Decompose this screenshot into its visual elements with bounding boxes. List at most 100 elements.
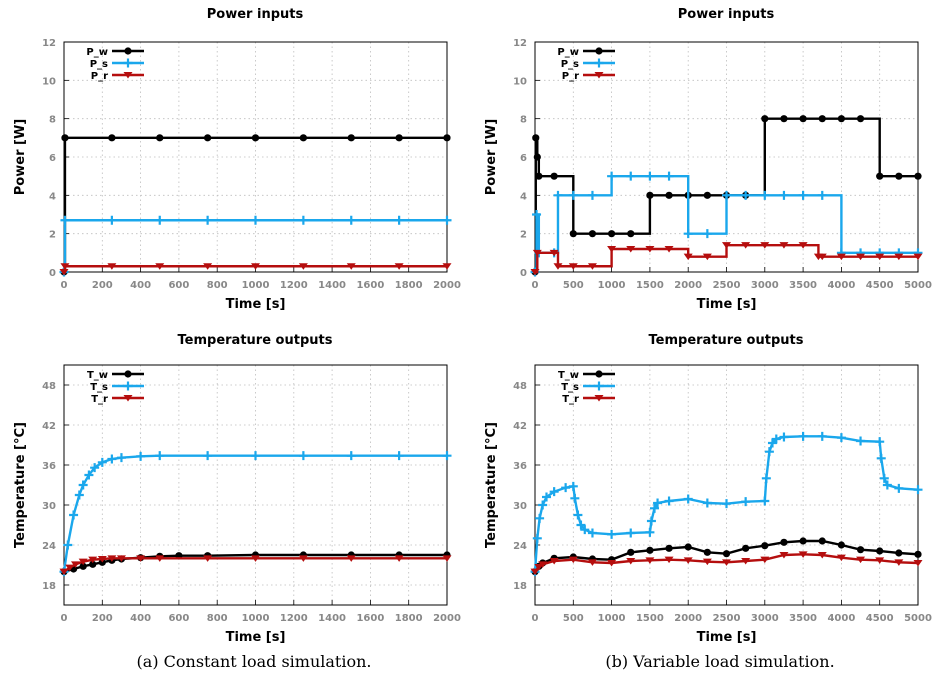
data-point bbox=[541, 492, 551, 502]
series-T_r bbox=[530, 551, 923, 576]
x-axis-label: Time [s] bbox=[697, 297, 757, 312]
data-point bbox=[61, 134, 69, 142]
data-point bbox=[70, 561, 80, 568]
data-point bbox=[798, 431, 808, 441]
y-tick-label: 12 bbox=[513, 38, 527, 49]
x-tick-label: 4500 bbox=[866, 613, 894, 624]
data-point bbox=[875, 437, 885, 447]
data-point bbox=[251, 215, 260, 225]
x-tick-label: 2000 bbox=[433, 280, 461, 291]
data-point bbox=[856, 546, 865, 554]
data-point bbox=[798, 242, 808, 249]
data-point bbox=[65, 564, 75, 572]
data-point bbox=[608, 230, 616, 238]
legend-marker bbox=[594, 58, 604, 68]
data-point bbox=[798, 551, 808, 558]
data-point bbox=[875, 557, 885, 564]
data-point bbox=[107, 555, 117, 562]
series-P_w bbox=[531, 115, 922, 276]
data-point bbox=[702, 498, 712, 508]
data-point bbox=[203, 555, 213, 562]
chart-a-temp: 0 200 400 600 800 1000 1200 1400 1600 1800 2000 18 2… bbox=[13, 333, 461, 645]
x-tick-label: 200 bbox=[92, 613, 113, 624]
data-point bbox=[761, 115, 769, 123]
legend-marker bbox=[594, 381, 604, 391]
chart-b-temp: 0 500 1000 1500 2000 2500 3000 3500 4000 4500 5000… bbox=[484, 333, 932, 645]
y-tick-label: 2 bbox=[520, 230, 527, 241]
data-point bbox=[741, 558, 751, 565]
data-point bbox=[561, 483, 571, 493]
y-tick-label: 10 bbox=[42, 76, 56, 87]
y-tick-label: 24 bbox=[42, 541, 56, 552]
x-tick-label: 5000 bbox=[904, 613, 932, 624]
data-point bbox=[913, 485, 923, 495]
x-tick-label: 1000 bbox=[598, 613, 626, 624]
data-point bbox=[818, 115, 826, 123]
y-tick-label: 2 bbox=[49, 230, 56, 241]
data-point bbox=[532, 249, 542, 257]
x-tick-label: 1800 bbox=[395, 280, 423, 291]
data-point bbox=[534, 564, 544, 571]
data-point bbox=[836, 253, 846, 261]
y-axis-label: Temperature [°C] bbox=[13, 422, 28, 548]
data-point bbox=[580, 525, 590, 535]
y-tick-label: 30 bbox=[513, 501, 527, 512]
x-tick-label: 1200 bbox=[280, 613, 308, 624]
series-line bbox=[63, 553, 447, 573]
y-tick-label: 42 bbox=[42, 421, 56, 432]
data-point bbox=[570, 493, 580, 503]
data-point bbox=[251, 555, 260, 562]
data-point bbox=[645, 527, 655, 537]
data-point bbox=[665, 191, 673, 199]
data-point bbox=[442, 451, 452, 461]
data-point bbox=[97, 457, 107, 467]
data-point bbox=[664, 556, 674, 564]
data-point bbox=[90, 463, 100, 473]
data-point bbox=[876, 453, 886, 463]
data-point bbox=[532, 210, 542, 219]
data-point bbox=[607, 560, 617, 567]
y-tick-label: 12 bbox=[42, 38, 56, 49]
data-point bbox=[535, 172, 543, 180]
data-point bbox=[116, 555, 126, 562]
legend-marker bbox=[594, 72, 604, 79]
data-point bbox=[817, 552, 827, 559]
y-axis-label: Temperature [°C] bbox=[484, 422, 499, 548]
x-tick-label: 400 bbox=[130, 613, 151, 624]
data-point bbox=[78, 480, 88, 490]
data-point bbox=[722, 242, 731, 249]
data-point bbox=[553, 190, 563, 200]
data-point bbox=[702, 229, 712, 239]
x-tick-label: 4000 bbox=[827, 280, 855, 291]
data-point bbox=[818, 537, 826, 545]
data-point bbox=[553, 263, 563, 270]
data-point bbox=[299, 134, 307, 142]
data-point bbox=[74, 490, 84, 500]
data-point bbox=[876, 547, 884, 555]
data-point bbox=[587, 528, 597, 538]
legend-label: P_s bbox=[561, 59, 579, 70]
data-point bbox=[442, 215, 452, 225]
data-point bbox=[894, 559, 904, 566]
data-point bbox=[799, 537, 807, 545]
data-point bbox=[251, 451, 260, 461]
data-point bbox=[60, 215, 70, 225]
data-point bbox=[538, 561, 548, 568]
data-point bbox=[760, 496, 770, 506]
data-point bbox=[607, 246, 617, 253]
data-point bbox=[442, 555, 452, 562]
data-point bbox=[108, 134, 116, 142]
legend-label: T_r bbox=[91, 394, 108, 405]
legend-marker bbox=[123, 58, 133, 68]
data-point bbox=[538, 500, 548, 510]
legend-marker bbox=[594, 395, 604, 402]
data-point bbox=[665, 544, 673, 552]
legend-marker bbox=[123, 72, 133, 79]
data-point bbox=[568, 190, 578, 200]
data-point bbox=[760, 556, 770, 564]
data-point bbox=[702, 253, 712, 261]
data-point bbox=[722, 499, 731, 509]
legend-marker bbox=[124, 47, 132, 55]
data-point bbox=[760, 190, 770, 200]
data-point bbox=[645, 246, 655, 253]
